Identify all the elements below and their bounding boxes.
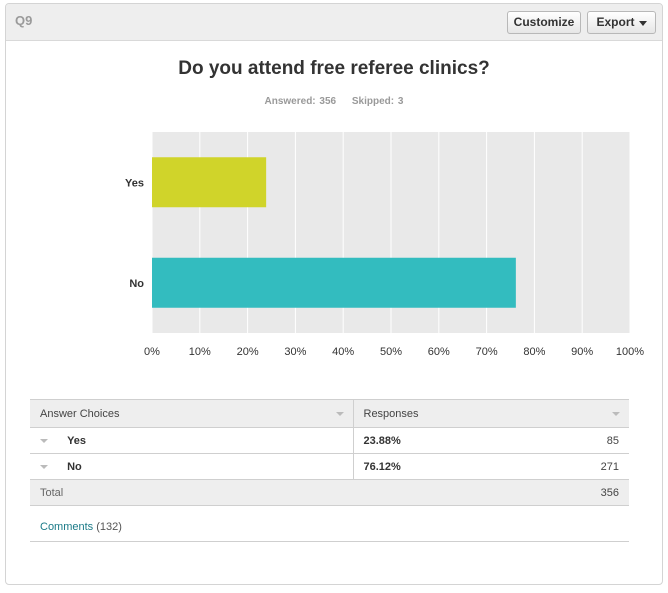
response-percent: 23.88%	[363, 434, 401, 447]
comments-link[interactable]: Comments	[40, 521, 94, 533]
x-tick-label: 30%	[284, 346, 306, 358]
divider	[30, 541, 629, 542]
total-cell: Total 356	[30, 479, 629, 506]
response-stats: Answered: 356 Skipped: 3	[0, 96, 668, 107]
x-tick-label: 100%	[616, 346, 644, 358]
response-percent: 76.12%	[363, 460, 401, 473]
x-tick-label: 50%	[380, 346, 402, 358]
x-tick-label: 40%	[332, 346, 354, 358]
y-category-label: No	[129, 278, 144, 290]
x-tick-label: 10%	[189, 346, 211, 358]
answer-choices-header[interactable]: Answer Choices	[30, 399, 354, 428]
expand-chevron-icon[interactable]	[40, 438, 48, 443]
comments-link-area: Comments (132)	[40, 521, 122, 533]
x-tick-label: 60%	[428, 346, 450, 358]
x-tick-label: 80%	[523, 346, 545, 358]
y-category-label: Yes	[125, 177, 144, 189]
answer-choices-header-label: Answer Choices	[40, 407, 120, 420]
customize-button[interactable]: Customize	[507, 11, 581, 34]
bar	[152, 257, 516, 308]
answered-count: Answered: 356	[264, 96, 337, 107]
skipped-count: Skipped: 3	[351, 96, 404, 107]
x-tick-label: 90%	[571, 346, 593, 358]
bar-chart: 0% 10% 20% 30% 40% 50% 60% 70% 80% 90% 100% Yes No	[125, 132, 644, 358]
table-row: No 76.12% 271	[30, 453, 629, 480]
response-cell: 76.12% 271	[353, 453, 629, 480]
x-tick-label: 20%	[237, 346, 259, 358]
card-header: Q9 Customize Export	[6, 4, 662, 41]
choice-label: No	[67, 460, 82, 473]
sort-chevron-icon[interactable]	[612, 412, 620, 416]
choice-cell: No	[30, 453, 354, 480]
responses-header-label: Responses	[363, 407, 419, 420]
responses-header[interactable]: Responses	[353, 399, 629, 428]
response-cell: 23.88% 85	[353, 427, 629, 454]
export-button[interactable]: Export	[587, 11, 656, 34]
total-label: Total	[40, 486, 64, 499]
expand-chevron-icon[interactable]	[40, 464, 48, 469]
sort-chevron-icon[interactable]	[335, 412, 344, 416]
chevron-down-icon	[639, 21, 647, 26]
question-title: Do you attend free referee clinics?	[178, 58, 490, 79]
results-table: Answer Choices Responses Yes 23.88% 85 N…	[30, 399, 629, 506]
question-number: Q9	[15, 13, 33, 28]
table-header-row: Answer Choices Responses	[30, 399, 629, 428]
comments-count: (132)	[96, 521, 122, 533]
choice-label: Yes	[67, 434, 87, 447]
x-tick-label: 0%	[144, 346, 160, 358]
choice-cell: Yes	[30, 427, 354, 454]
response-count: 271	[600, 460, 619, 473]
bar	[152, 157, 267, 208]
total-count: 356	[600, 486, 619, 499]
table-total-row: Total 356	[30, 479, 629, 506]
table-row: Yes 23.88% 85	[30, 427, 629, 454]
export-label: Export	[596, 15, 635, 29]
response-count: 85	[606, 434, 619, 447]
x-tick-label: 70%	[476, 346, 498, 358]
